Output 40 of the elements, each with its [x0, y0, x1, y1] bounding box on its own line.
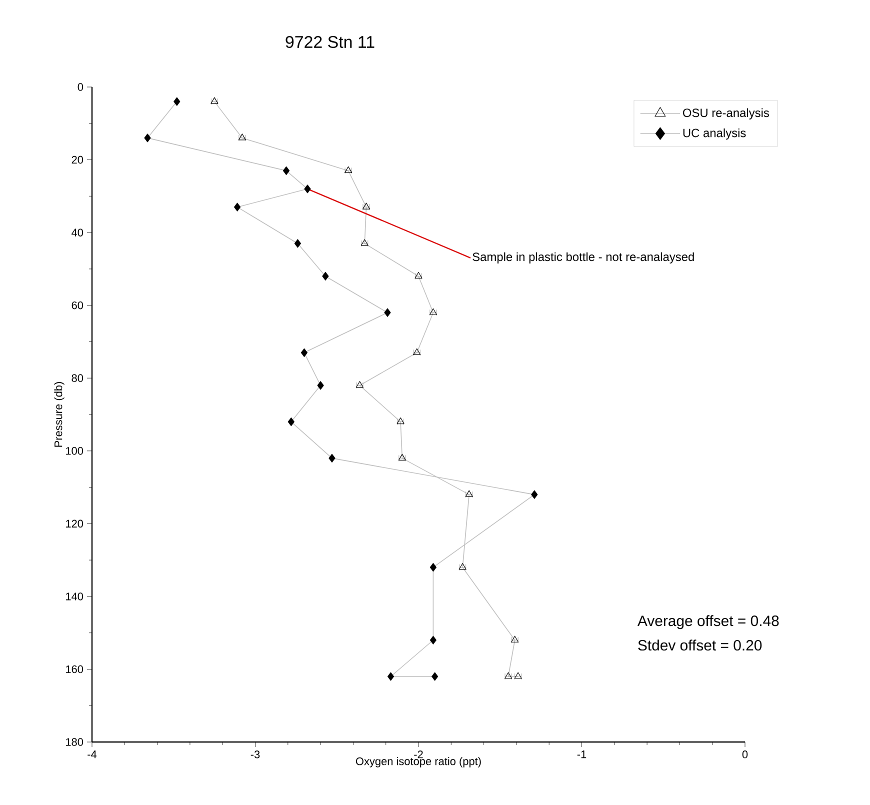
legend-label: OSU re-analysis: [682, 108, 770, 120]
x-tick-label: -2: [414, 750, 423, 758]
point: [384, 308, 391, 317]
y-tick-label: 20: [72, 156, 84, 164]
x-axis-title: Oxygen isotope ratio (ppt): [356, 757, 481, 768]
y-tick-label: 180: [66, 738, 84, 746]
point: [430, 563, 436, 572]
x-tick-label: -3: [250, 750, 260, 758]
y-tick-label: 0: [78, 83, 84, 91]
x-tick-label: -4: [88, 750, 97, 758]
point: [328, 454, 336, 462]
point: [432, 672, 438, 681]
point: [174, 97, 180, 106]
y-tick-label: 160: [66, 665, 84, 674]
y-tick-label: 100: [66, 447, 84, 455]
annotation: Stdev offset = 0.20: [638, 640, 762, 651]
annotation: Average offset = 0.48: [637, 615, 779, 630]
y-axis-title: Pressure (db): [54, 382, 64, 447]
point: [531, 490, 538, 499]
y-tick-label: 40: [72, 228, 84, 236]
x-tick-label: -1: [577, 750, 586, 758]
point: [304, 184, 311, 194]
point: [288, 417, 294, 426]
point: [300, 348, 308, 357]
point: [234, 202, 241, 212]
y-tick-label: 140: [66, 592, 84, 600]
x-tick-label: 0: [742, 750, 748, 758]
point: [144, 134, 151, 142]
point: [282, 166, 290, 175]
annotation: Sample in plastic bottle - not re-analaysed: [472, 252, 694, 264]
chart-title: 9722 Stn 11: [286, 36, 374, 48]
y-tick-label: 120: [66, 520, 84, 528]
legend-label: UC analysis: [683, 128, 746, 140]
y-tick-label: 60: [72, 301, 84, 310]
point: [430, 636, 436, 644]
point: [322, 272, 329, 281]
point: [387, 672, 394, 681]
y-tick-label: 80: [72, 374, 84, 382]
point: [317, 381, 324, 390]
point: [294, 239, 301, 248]
